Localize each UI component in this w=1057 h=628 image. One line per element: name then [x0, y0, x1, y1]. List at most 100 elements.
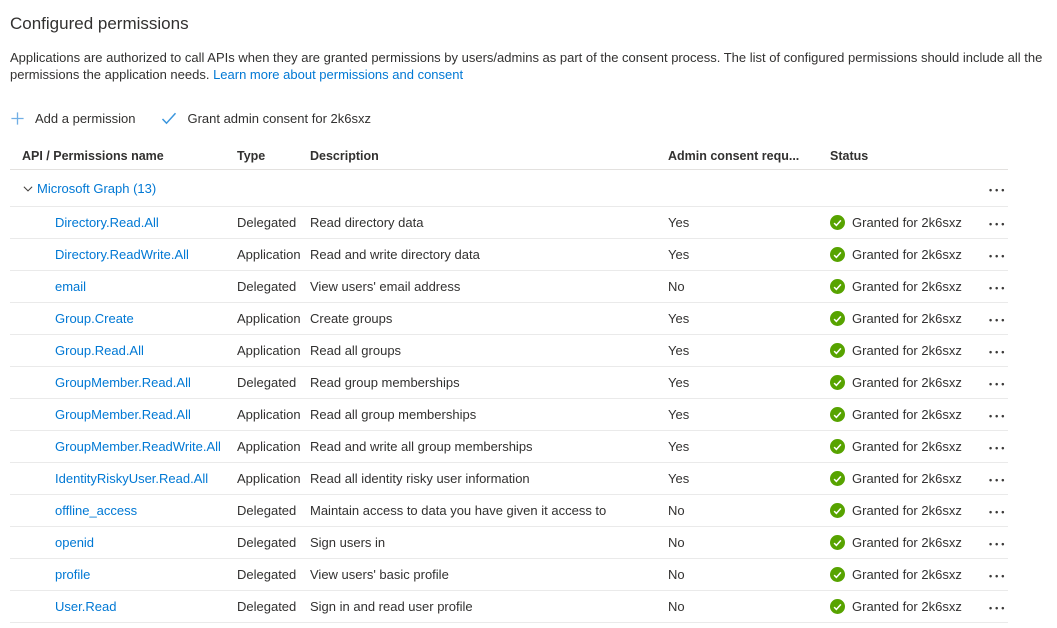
more-options-icon[interactable]: •••: [985, 572, 1011, 581]
more-options-icon[interactable]: •••: [985, 540, 1011, 549]
more-options-icon[interactable]: •••: [985, 284, 1011, 293]
permission-name-link[interactable]: openid: [55, 535, 95, 550]
permission-status: Granted for 2k6sxz: [830, 215, 985, 230]
header-description: Description: [310, 149, 379, 163]
granted-check-icon: [830, 375, 845, 390]
more-options-icon[interactable]: •••: [985, 316, 1011, 325]
description: Applications are authorized to call APIs…: [10, 49, 1047, 83]
permission-description: Read all groups: [310, 343, 402, 358]
granted-check-icon: [830, 471, 845, 486]
status-text: Granted for 2k6sxz: [852, 471, 962, 486]
permission-description: Read all group memberships: [310, 407, 477, 422]
permission-status: Granted for 2k6sxz: [830, 343, 985, 358]
permission-name-link[interactable]: email: [55, 279, 87, 294]
status-text: Granted for 2k6sxz: [852, 247, 962, 262]
permission-status: Granted for 2k6sxz: [830, 567, 985, 582]
group-api-link[interactable]: Microsoft Graph (13): [37, 180, 157, 196]
table-row: Group.Read.All Application Read all grou…: [10, 335, 1008, 367]
permission-type: Delegated: [237, 503, 297, 518]
permission-description: Create groups: [310, 311, 393, 326]
table-row: offline_access Delegated Maintain access…: [10, 495, 1008, 527]
permission-status: Granted for 2k6sxz: [830, 407, 985, 422]
chevron-down-icon[interactable]: [22, 183, 34, 195]
add-permission-button[interactable]: Add a permission: [10, 111, 135, 126]
permission-description: Read all identity risky user information: [310, 471, 530, 486]
more-options-icon[interactable]: •••: [985, 508, 1011, 517]
more-options-icon[interactable]: •••: [985, 348, 1011, 357]
permission-status: Granted for 2k6sxz: [830, 311, 985, 326]
plus-icon: [10, 111, 25, 126]
table-row: User.Read Delegated Sign in and read use…: [10, 591, 1008, 623]
permission-name-link[interactable]: profile: [55, 567, 91, 582]
permission-name-link[interactable]: User.Read: [55, 599, 117, 614]
permission-description: Read and write directory data: [310, 247, 480, 262]
more-options-icon[interactable]: •••: [985, 604, 1011, 613]
status-text: Granted for 2k6sxz: [852, 375, 962, 390]
admin-consent-required-value: Yes: [668, 343, 690, 358]
more-options-icon[interactable]: •••: [985, 412, 1011, 421]
permission-type: Application: [237, 247, 301, 262]
granted-check-icon: [830, 343, 845, 358]
status-text: Granted for 2k6sxz: [852, 567, 962, 582]
permission-type: Delegated: [237, 567, 297, 582]
permission-status: Granted for 2k6sxz: [830, 439, 985, 454]
granted-check-icon: [830, 503, 845, 518]
granted-check-icon: [830, 279, 845, 294]
table-row: openid Delegated Sign users in No Grante…: [10, 527, 1008, 559]
permission-status: Granted for 2k6sxz: [830, 471, 985, 486]
page-title: Configured permissions: [10, 14, 189, 33]
granted-check-icon: [830, 567, 845, 582]
header-type: Type: [237, 149, 266, 163]
more-options-icon[interactable]: •••: [985, 380, 1011, 389]
granted-check-icon: [830, 311, 845, 326]
permission-name-link[interactable]: Directory.Read.All: [55, 215, 159, 230]
permission-name-link[interactable]: IdentityRiskyUser.Read.All: [55, 471, 209, 486]
more-options-icon[interactable]: •••: [985, 252, 1011, 261]
permission-name-link[interactable]: offline_access: [55, 503, 138, 518]
more-options-icon[interactable]: •••: [985, 476, 1011, 485]
permission-type: Application: [237, 471, 301, 486]
status-text: Granted for 2k6sxz: [852, 311, 962, 326]
more-options-icon[interactable]: •••: [985, 185, 1011, 195]
permission-name-link[interactable]: GroupMember.ReadWrite.All: [55, 439, 221, 454]
add-permission-label: Add a permission: [35, 110, 136, 126]
admin-consent-required-value: Yes: [668, 375, 690, 390]
granted-check-icon: [830, 599, 845, 614]
table-row: Directory.ReadWrite.All Application Read…: [10, 239, 1008, 271]
table-row: profile Delegated View users' basic prof…: [10, 559, 1008, 591]
admin-consent-required-value: Yes: [668, 311, 690, 326]
admin-consent-required-value: No: [668, 503, 685, 518]
permission-status: Granted for 2k6sxz: [830, 247, 985, 262]
header-admin-consent-required: Admin consent requ...: [668, 149, 800, 163]
granted-check-icon: [830, 439, 845, 454]
permission-description: Read directory data: [310, 215, 424, 230]
admin-consent-required-value: No: [668, 535, 685, 550]
permission-name-link[interactable]: Directory.ReadWrite.All: [55, 247, 189, 262]
permission-name-link[interactable]: Group.Create: [55, 311, 134, 326]
table-row: Group.Create Application Create groups Y…: [10, 303, 1008, 335]
learn-more-link[interactable]: Learn more about permissions and consent: [213, 67, 464, 82]
more-options-icon[interactable]: •••: [985, 444, 1011, 453]
admin-consent-required-value: Yes: [668, 407, 690, 422]
permission-name-link[interactable]: GroupMember.Read.All: [55, 375, 191, 390]
table-row: GroupMember.Read.All Application Read al…: [10, 399, 1008, 431]
permission-status: Granted for 2k6sxz: [830, 279, 985, 294]
table-row: IdentityRiskyUser.Read.All Application R…: [10, 463, 1008, 495]
granted-check-icon: [830, 215, 845, 230]
granted-check-icon: [830, 535, 845, 550]
admin-consent-required-value: No: [668, 599, 685, 614]
permission-name-link[interactable]: GroupMember.Read.All: [55, 407, 191, 422]
table-row: GroupMember.ReadWrite.All Application Re…: [10, 431, 1008, 463]
admin-consent-required-value: Yes: [668, 439, 690, 454]
granted-check-icon: [830, 247, 845, 262]
permission-type: Delegated: [237, 279, 297, 294]
permission-description: Read and write all group memberships: [310, 439, 533, 454]
permission-name-link[interactable]: Group.Read.All: [55, 343, 144, 358]
status-text: Granted for 2k6sxz: [852, 503, 962, 518]
admin-consent-required-value: Yes: [668, 471, 690, 486]
status-text: Granted for 2k6sxz: [852, 599, 962, 614]
more-options-icon[interactable]: •••: [985, 220, 1011, 229]
permission-status: Granted for 2k6sxz: [830, 375, 985, 390]
grant-admin-consent-button[interactable]: Grant admin consent for 2k6sxz: [161, 111, 371, 126]
toolbar: Add a permission Grant admin consent for…: [10, 107, 1047, 129]
